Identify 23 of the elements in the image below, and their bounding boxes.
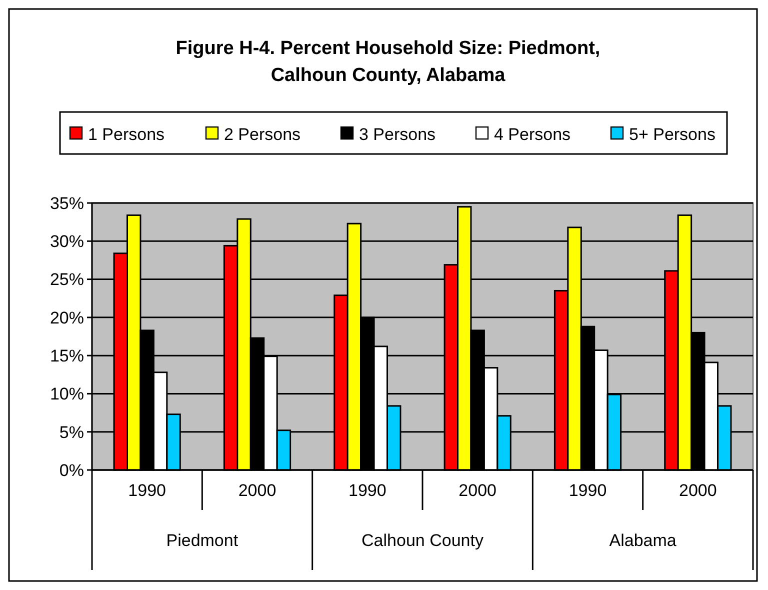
y-tick-label: 20% xyxy=(50,308,84,328)
legend-label: 4 Persons xyxy=(494,125,571,144)
y-tick-label: 25% xyxy=(50,270,84,290)
x-tick-label: 1990 xyxy=(348,481,386,500)
y-tick-label: 0% xyxy=(59,460,84,480)
y-tick-label: 30% xyxy=(50,232,84,252)
y-tick-label: 35% xyxy=(50,194,84,213)
x-tick-label: 1990 xyxy=(128,481,166,500)
text: Alabama xyxy=(609,531,677,550)
chart-title: Figure H-4. Percent Household Size: Piedmont, Calhoun County, Alabama xyxy=(176,38,600,86)
text: Calhoun County xyxy=(362,531,484,550)
y-tick-label: 5% xyxy=(59,422,84,442)
x-tick-label: 2000 xyxy=(238,481,276,500)
x-tick-label: 1990 xyxy=(568,481,607,500)
y-tick-label: 10% xyxy=(50,384,84,404)
legend-label: 1 Persons xyxy=(88,125,165,144)
x-tick-label: 2000 xyxy=(679,481,717,500)
x-tick-label: 2000 xyxy=(458,481,496,500)
legend-label: 3 Persons xyxy=(359,125,436,144)
legend-label: 2 Persons xyxy=(224,125,301,144)
y-tick-label: 15% xyxy=(50,346,84,366)
text: Piedmont xyxy=(166,531,238,550)
legend-label: 5+ Persons xyxy=(629,125,716,144)
